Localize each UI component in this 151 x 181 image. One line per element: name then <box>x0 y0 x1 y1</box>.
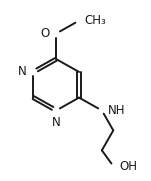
Text: CH₃: CH₃ <box>85 14 106 27</box>
Text: N: N <box>18 66 26 79</box>
Text: NH: NH <box>108 104 125 117</box>
Text: OH: OH <box>119 159 137 172</box>
Text: N: N <box>52 116 61 129</box>
Text: O: O <box>40 27 49 40</box>
